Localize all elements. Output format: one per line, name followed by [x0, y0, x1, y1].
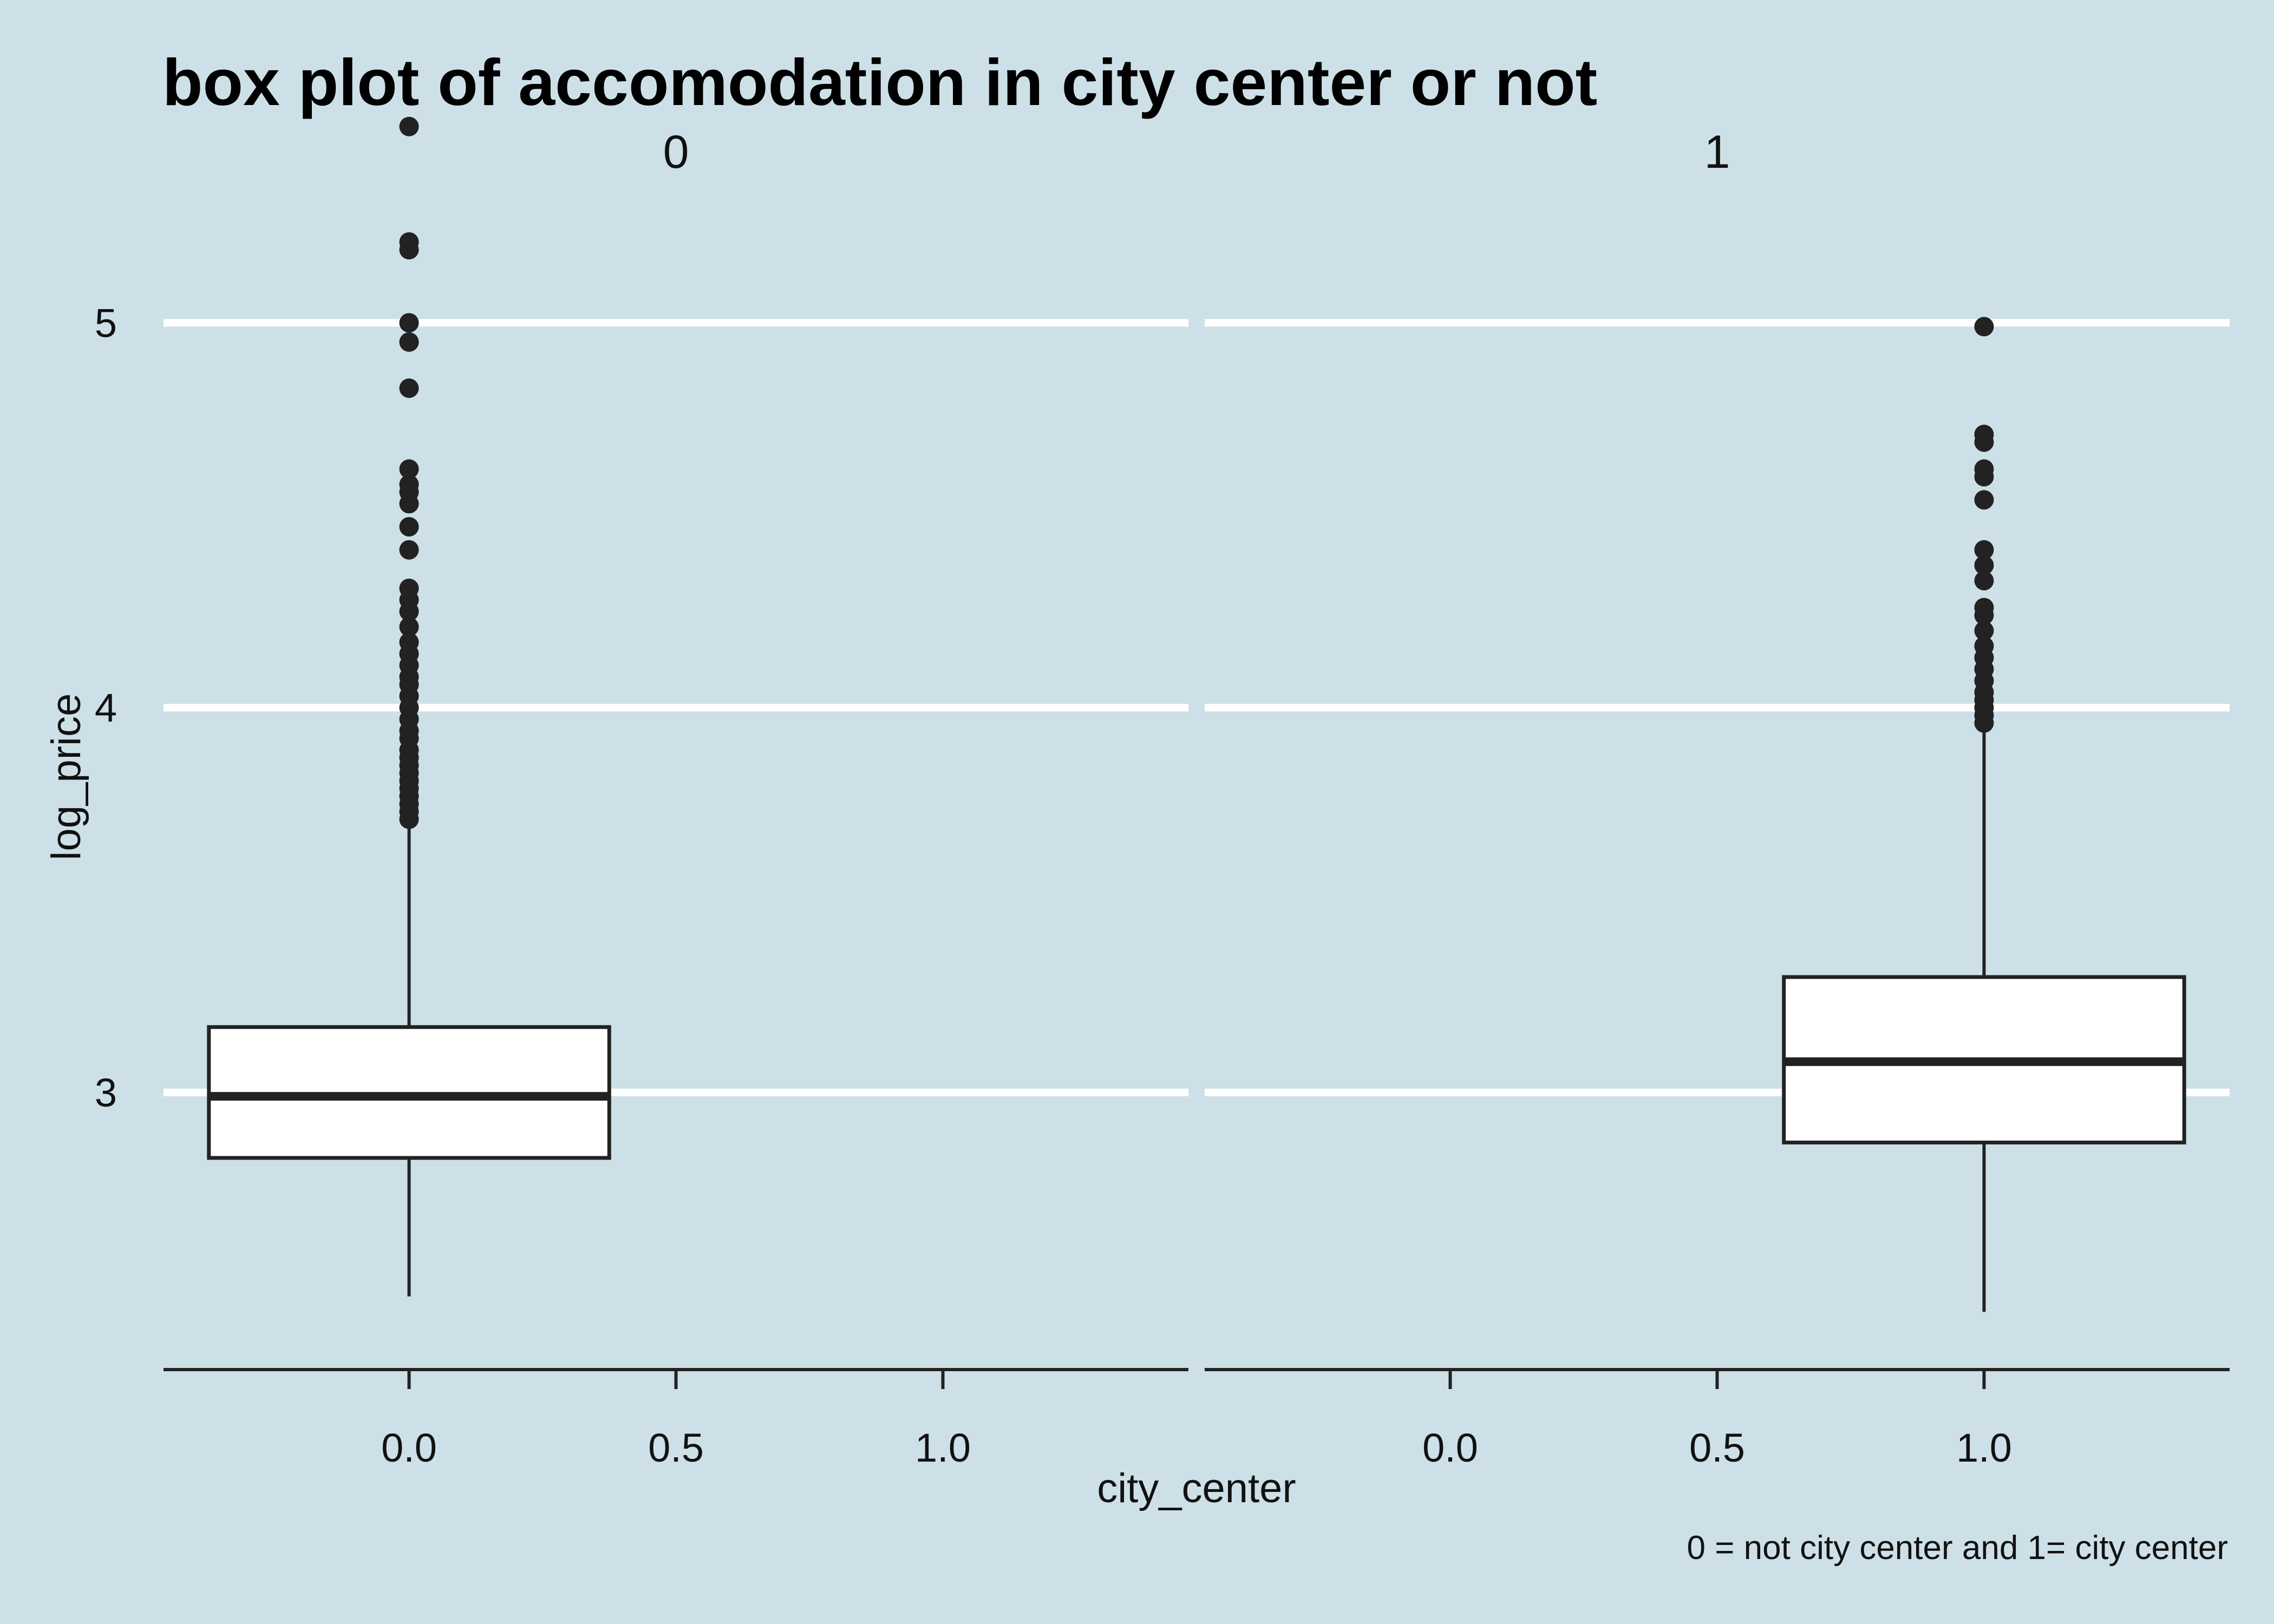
x-tick-label: 0.5 [1689, 1425, 1745, 1470]
outlier-point [399, 601, 419, 621]
outlier-point [1974, 432, 1994, 452]
y-tick-label: 3 [95, 1070, 117, 1115]
facet-strip-label: 0 [663, 126, 689, 178]
x-tick-label: 0.0 [1422, 1425, 1478, 1470]
y-tick-label: 5 [95, 300, 117, 345]
facet-panel-1: 1 0.0 0.5 1.0 [1205, 126, 2230, 1470]
x-tick-label: 0.5 [648, 1425, 704, 1470]
outlier-point [1974, 571, 1994, 591]
outlier-point [399, 332, 419, 352]
facet-strip-label: 1 [1704, 126, 1730, 178]
outlier-point [399, 116, 419, 136]
y-tick-label: 4 [95, 685, 117, 730]
y-axis-label: log_price [43, 693, 89, 860]
chart-caption: 0 = not city center and 1= city center [1687, 1529, 2228, 1567]
x-axis-label: city_center [1097, 1465, 1296, 1511]
facet-panel-0: 0 0.0 0.5 1.0 [164, 116, 1188, 1470]
outlier-point [399, 240, 419, 260]
outlier-point [1974, 621, 1994, 641]
x-tick-label: 1.0 [1956, 1425, 2012, 1470]
outlier-point [1974, 467, 1994, 487]
outlier-point [399, 459, 419, 479]
outlier-point [1974, 713, 1994, 733]
chart-title: box plot of accomodation in city center … [162, 45, 1597, 119]
outlier-point [1974, 317, 1994, 337]
outlier-point [1974, 540, 1994, 560]
outlier-point [1974, 605, 1994, 625]
outlier-point [1974, 555, 1994, 575]
x-tick-label: 0.0 [381, 1425, 437, 1470]
outlier-point [399, 617, 419, 637]
x-tick-label: 1.0 [915, 1425, 971, 1470]
outlier-point [399, 809, 419, 829]
outlier-point [399, 494, 419, 514]
outlier-point [399, 540, 419, 560]
outlier-point [399, 517, 419, 537]
outlier-point [399, 378, 419, 398]
outlier-point [399, 313, 419, 333]
outlier-point [1974, 490, 1994, 510]
